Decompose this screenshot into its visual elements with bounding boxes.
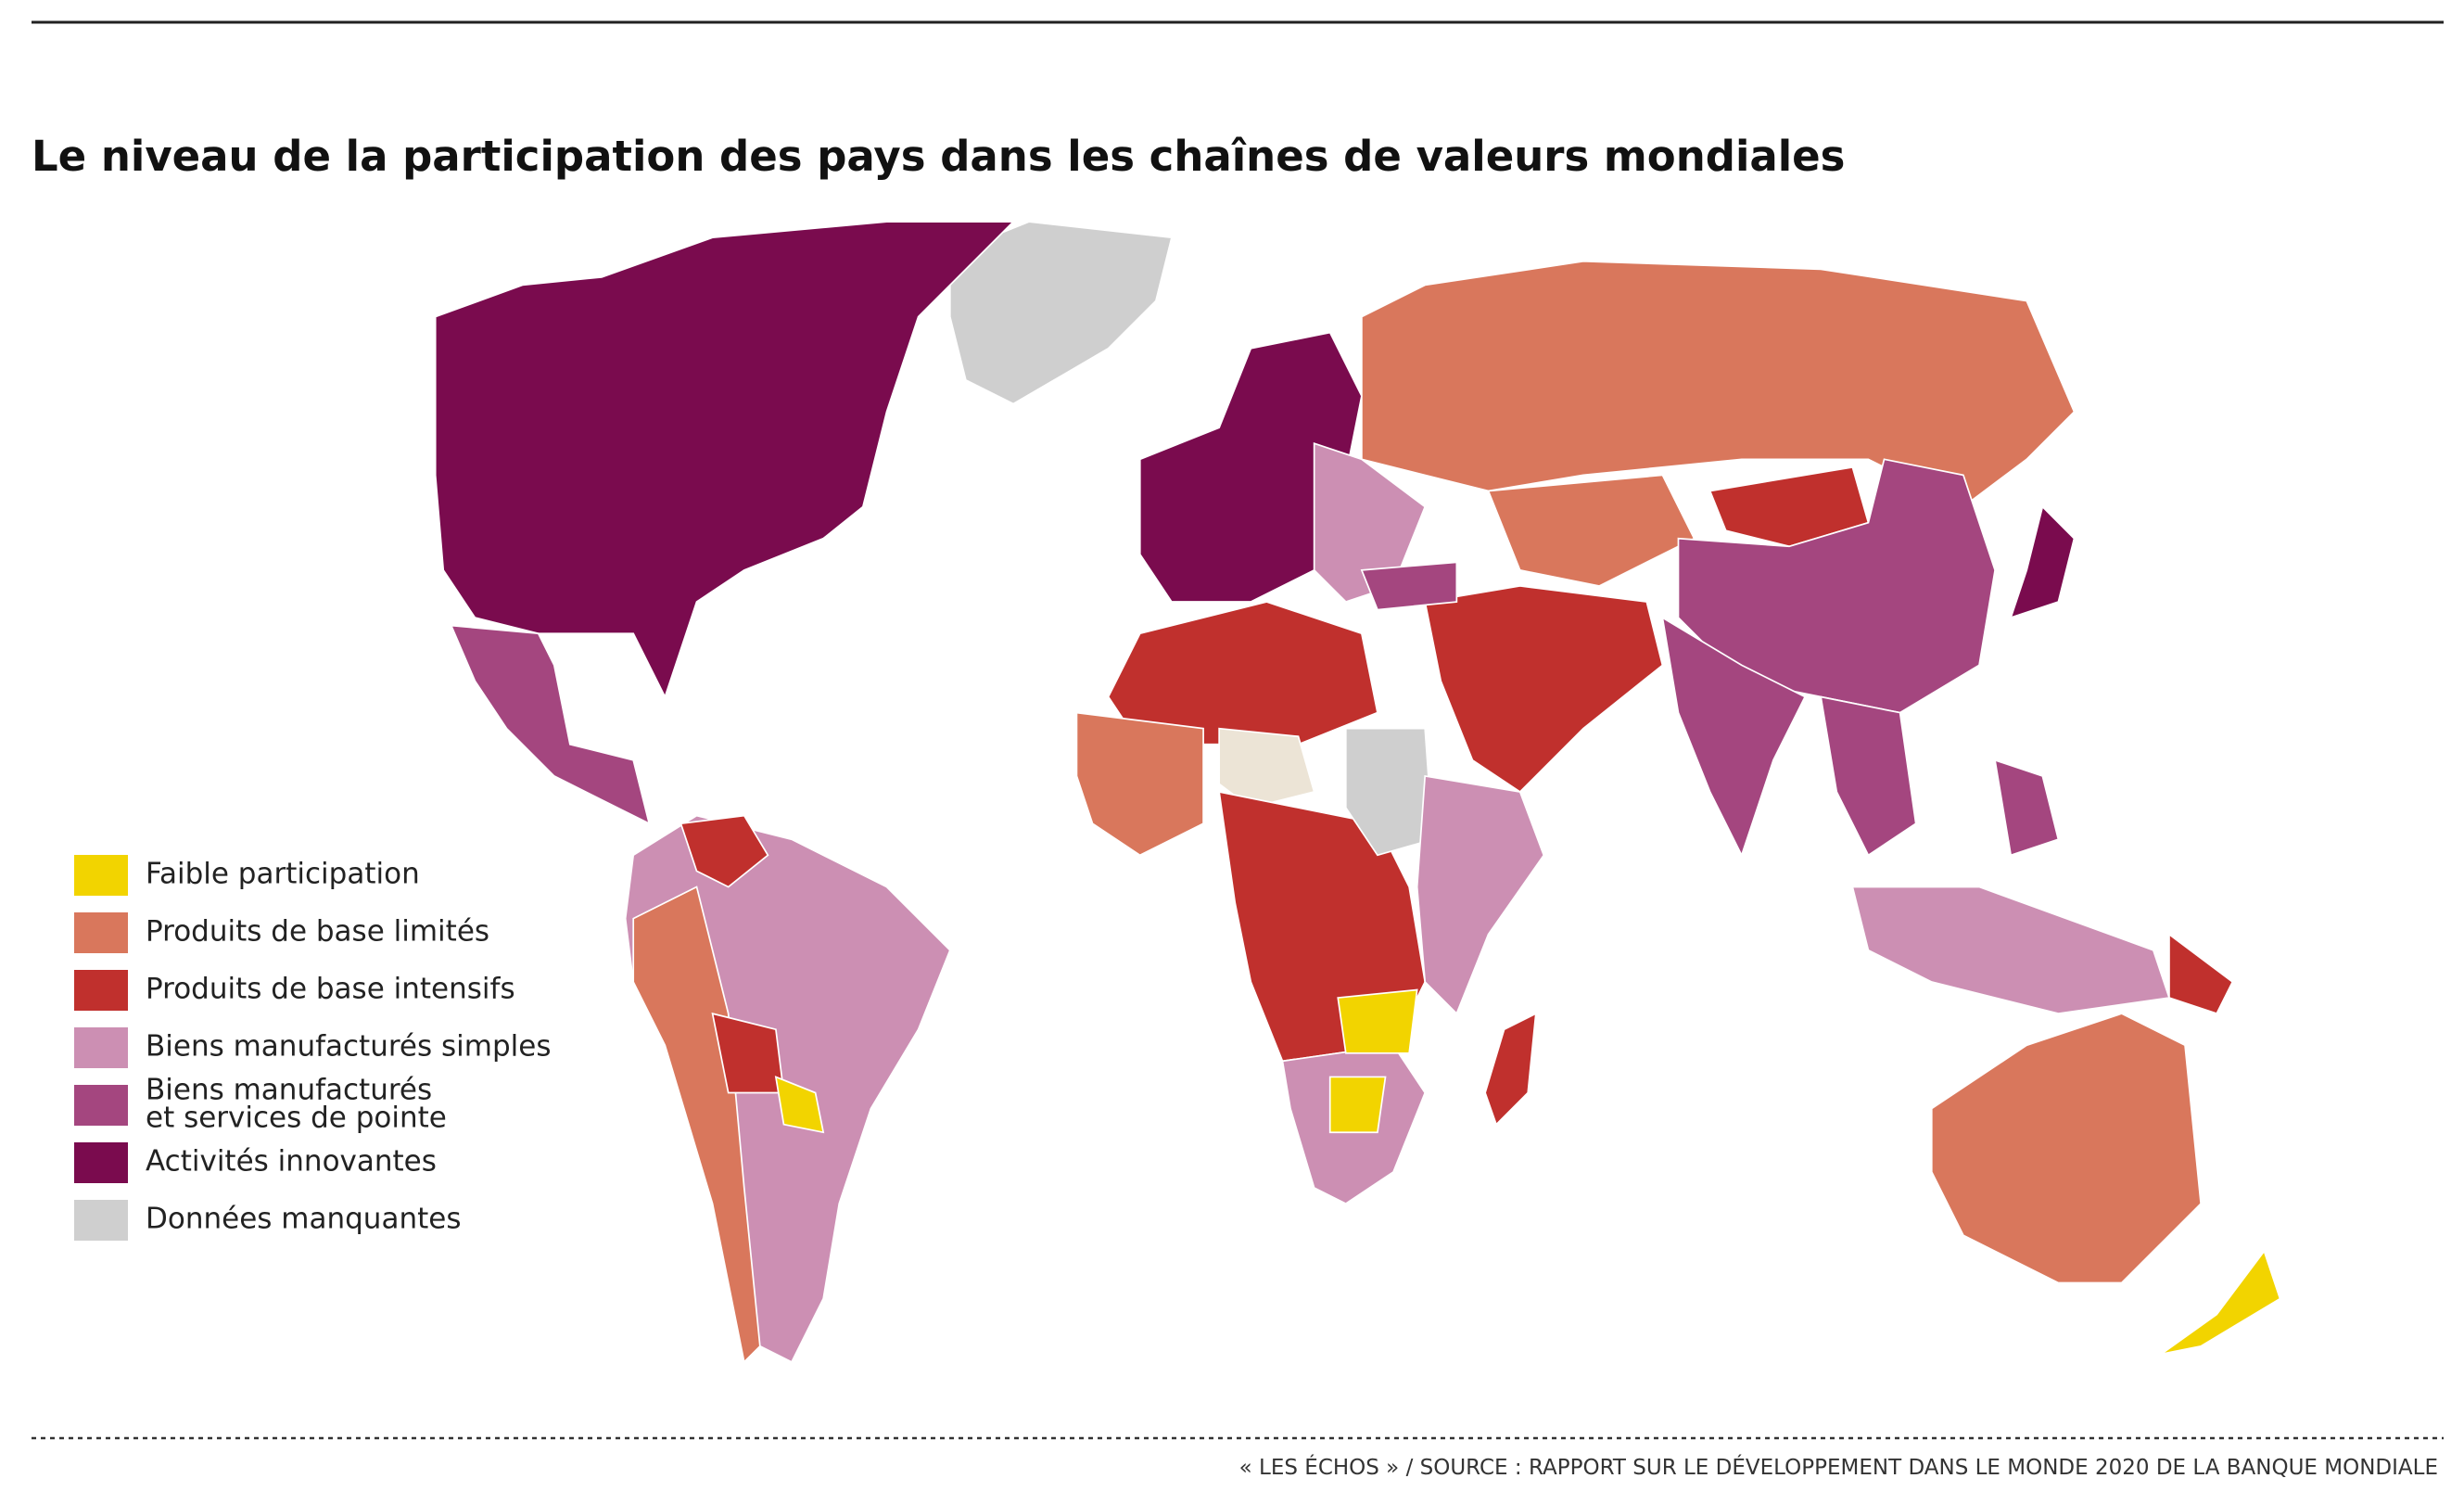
legend-label: et services de pointe: [146, 1102, 447, 1135]
country-region: [450, 624, 651, 825]
legend-label: Biens manufacturés simples: [146, 1030, 551, 1064]
legend-swatch: [74, 1027, 128, 1068]
legend-label: Biens manufacturés: [146, 1074, 432, 1107]
country-region: [1344, 727, 1434, 857]
country-region: [1930, 1013, 2203, 1284]
country-region: [774, 1076, 825, 1134]
world-map: [434, 221, 2281, 1364]
country-region: [1424, 585, 1664, 794]
country-region: [1360, 561, 1458, 611]
legend-swatch: [74, 970, 128, 1011]
country-region: [1218, 727, 1315, 809]
country-region: [1851, 886, 2171, 1014]
country-region: [1107, 601, 1378, 746]
country-region: [1487, 474, 1696, 587]
country-region: [1361, 260, 2076, 508]
legend-swatch: [74, 1142, 128, 1183]
country-region: [2160, 1249, 2281, 1356]
country-region: [1661, 616, 1807, 858]
legend-swatch: [74, 1085, 128, 1126]
legend-label: Activités innovantes: [146, 1145, 437, 1179]
country-region: [1484, 1012, 1537, 1127]
legend-swatch: [74, 1200, 128, 1241]
legend-swatch: [74, 912, 128, 953]
country-region: [632, 886, 761, 1364]
legend-label: Produits de base intensifs: [146, 973, 515, 1006]
country-region: [1075, 711, 1204, 857]
country-region: [434, 221, 1016, 699]
country-region: [680, 814, 769, 888]
legend-label: Produits de base limités: [146, 915, 489, 949]
country-region: [1328, 1076, 1387, 1134]
legend-swatch: [74, 855, 128, 896]
country-region: [948, 221, 1173, 405]
legend-label: Données manquantes: [146, 1203, 461, 1236]
country-region: [2168, 933, 2234, 1015]
source: « LES ÉCHOS » / SOURCE : RAPPORT SUR LE …: [1239, 1454, 2438, 1480]
country-region: [1994, 758, 2060, 857]
legend-label: Faible participation: [146, 858, 420, 891]
country-region: [1337, 988, 1418, 1054]
legend: Faible participation Produits de base lim…: [74, 855, 551, 1241]
country-region: [1416, 774, 1545, 1015]
country-region: [2009, 504, 2076, 619]
country-region: [1820, 695, 1917, 857]
title: Le niveau de la participation des pays d…: [32, 132, 1845, 181]
